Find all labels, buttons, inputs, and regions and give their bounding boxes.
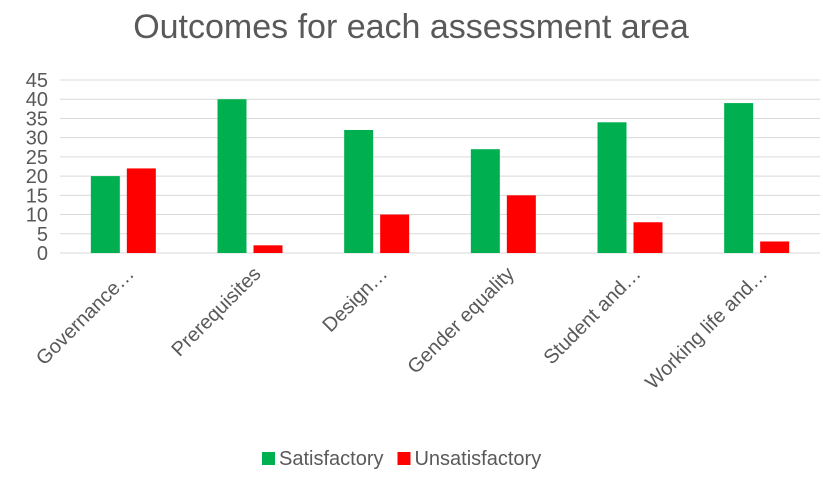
bar-unsatisfactory-3 (506, 195, 536, 253)
y-tick-label: 40 (26, 89, 48, 111)
bar-unsatisfactory-1 (253, 245, 283, 253)
bar-satisfactory-1 (217, 99, 247, 253)
legend-label-unsatisfactory: Unsatisfactory (414, 448, 541, 470)
y-tick-label: 25 (26, 147, 48, 169)
category-label: Gender equality (403, 263, 518, 378)
bars (90, 99, 790, 254)
y-tick-label: 30 (26, 128, 48, 150)
bar-unsatisfactory-0 (126, 168, 156, 253)
bar-satisfactory-0 (90, 176, 120, 253)
y-tick-label: 5 (37, 224, 48, 246)
category-label: Governance… (32, 263, 139, 370)
category-label: Student and… (540, 263, 646, 369)
chart-title: Outcomes for each assessment area (133, 8, 689, 46)
legend: Satisfactory Unsatisfactory (262, 448, 541, 470)
legend-swatch-unsatisfactory (397, 452, 411, 465)
legend-label-satisfactory: Satisfactory (279, 448, 383, 470)
category-label: Working life and… (641, 263, 772, 394)
bar-satisfactory-2 (344, 129, 374, 253)
bar-satisfactory-4 (597, 122, 627, 254)
bar-unsatisfactory-5 (760, 241, 790, 253)
y-tick-label: 20 (26, 166, 48, 188)
bar-unsatisfactory-4 (633, 222, 663, 253)
bar-unsatisfactory-2 (380, 214, 410, 253)
legend-swatch-satisfactory (262, 452, 275, 465)
category-labels: Governance… Prerequisites Design… Gender eq… (32, 263, 772, 394)
bar-satisfactory-3 (470, 149, 500, 253)
bar-satisfactory-5 (724, 103, 754, 253)
y-tick-label: 35 (26, 108, 48, 130)
gridlines (60, 79, 820, 254)
y-tick-label: 10 (26, 205, 48, 227)
y-tick-label: 45 (26, 70, 48, 92)
y-tick-label: 15 (26, 185, 48, 207)
category-label: Prerequisites (167, 263, 265, 361)
category-label: Design… (318, 263, 392, 337)
y-tick-label: 0 (37, 243, 48, 265)
